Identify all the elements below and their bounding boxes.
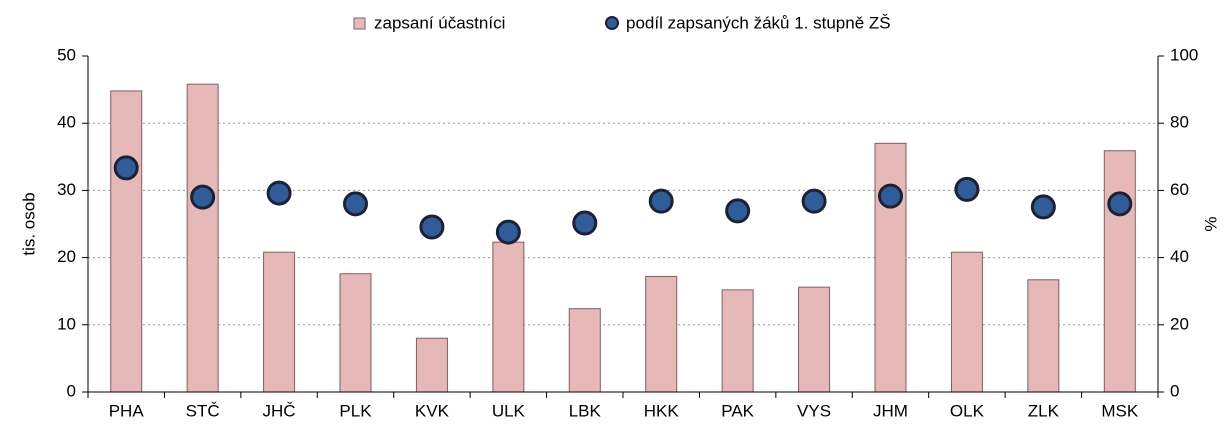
y-axis-label: tis. osob: [19, 192, 38, 255]
y2-axis-label: %: [1201, 216, 1220, 231]
y-tick-label: 40: [57, 113, 76, 132]
dot: [419, 214, 445, 240]
bar: [110, 90, 143, 393]
y2-tick-label: 0: [1170, 381, 1179, 400]
bar: [721, 289, 754, 393]
bar: [339, 273, 372, 393]
bar: [186, 83, 219, 393]
dot: [1030, 194, 1056, 220]
y2-tick-label: 100: [1170, 45, 1198, 64]
y2-tick-label: 60: [1170, 180, 1189, 199]
bar: [415, 337, 448, 393]
bar: [492, 241, 525, 393]
bar: [1027, 279, 1060, 393]
y-tick-label: 0: [67, 381, 76, 400]
y2-tick-label: 20: [1170, 314, 1189, 333]
bar: [950, 251, 983, 393]
y-tick-label: 20: [57, 247, 76, 266]
x-tick-label: MSK: [1101, 401, 1139, 420]
x-tick-label: JHM: [873, 401, 908, 420]
x-tick-label: ULK: [492, 401, 526, 420]
legend-label: podíl zapsaných žáků 1. stupně ZŠ: [626, 13, 891, 32]
bar: [798, 286, 831, 393]
dot: [190, 184, 216, 210]
y2-tick-label: 80: [1170, 113, 1189, 132]
y-tick-label: 30: [57, 180, 76, 199]
x-tick-label: OLK: [950, 401, 985, 420]
y2-tick-label: 40: [1170, 247, 1189, 266]
dot: [725, 198, 751, 224]
x-tick-label: JHČ: [263, 401, 296, 420]
dot: [495, 219, 521, 245]
legend-label: zapsaní účastníci: [374, 13, 505, 32]
dot: [113, 155, 139, 181]
dot: [954, 176, 980, 202]
dot: [801, 188, 827, 214]
x-tick-label: KVK: [415, 401, 450, 420]
x-tick-label: HKK: [644, 401, 680, 420]
dot: [1107, 191, 1133, 217]
x-tick-label: PAK: [721, 401, 754, 420]
dot: [648, 188, 674, 214]
dot: [343, 191, 368, 217]
dot: [266, 180, 292, 206]
bar: [568, 308, 601, 393]
bar: [263, 251, 296, 393]
bar: [1103, 150, 1136, 393]
x-tick-label: PLK: [339, 401, 372, 420]
x-tick-label: STČ: [186, 401, 220, 420]
bar: [645, 275, 678, 393]
y-tick-label: 50: [57, 45, 76, 64]
x-tick-label: PHA: [109, 401, 145, 420]
x-tick-label: LBK: [569, 401, 602, 420]
legend-swatch: [605, 16, 619, 30]
x-tick-label: ZLK: [1028, 401, 1060, 420]
legend-swatch: [353, 17, 366, 30]
y-tick-label: 10: [57, 314, 76, 333]
bar: [874, 142, 907, 393]
dot: [878, 183, 903, 209]
dot: [572, 210, 598, 236]
x-tick-label: VYS: [797, 401, 831, 420]
